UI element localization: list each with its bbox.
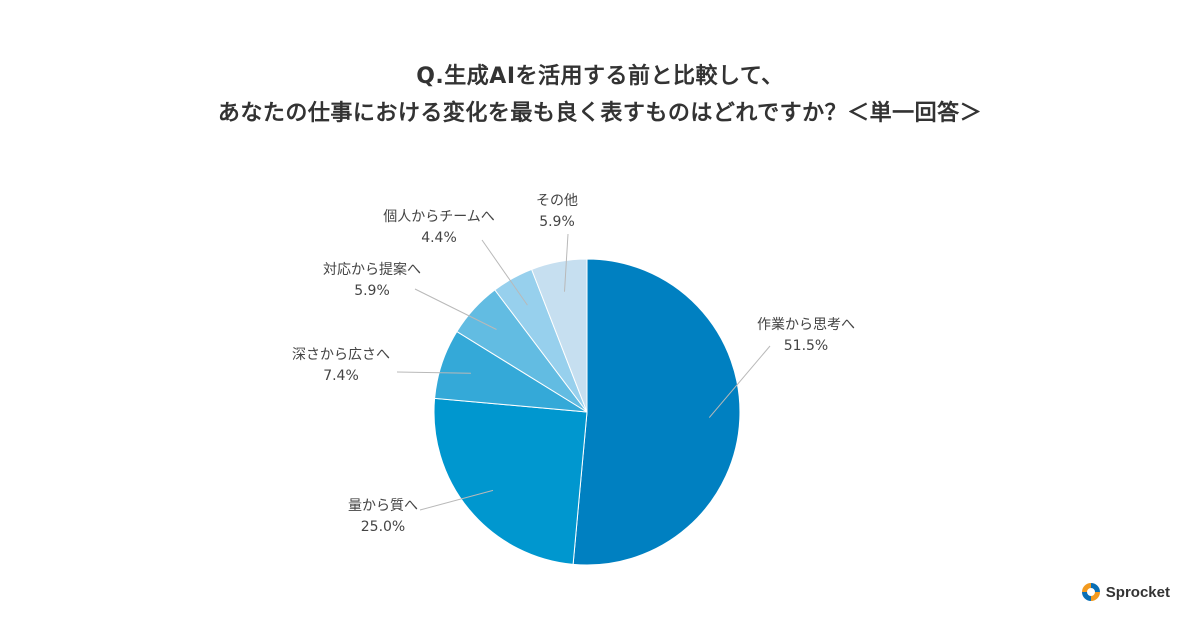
slice-label-1: 量から質へ <box>348 498 418 514</box>
slice-label-2: 深さから広さへ <box>292 347 390 363</box>
pie-slice-1 <box>433 397 588 565</box>
leader-line-1 <box>419 489 494 511</box>
pie-leader-lines <box>396 233 771 511</box>
sprocket-logo: Sprocket <box>1080 581 1170 603</box>
slice-value-label-2: 7.4% <box>323 368 359 384</box>
pie-slice-5 <box>530 258 588 413</box>
sprocket-logo-icon <box>1081 583 1100 601</box>
leader-line-4 <box>481 239 528 306</box>
slice-label-5: その他 <box>536 193 578 209</box>
pie-slices <box>433 258 741 566</box>
sprocket-logo-text: Sprocket <box>1105 583 1170 601</box>
leader-line-3 <box>414 288 497 330</box>
slice-label-3: 対応から提案へ <box>323 261 421 278</box>
chart-title-line-2: あなたの仕事における変化を最も良く表すものはどれですか？＜単一回答＞ <box>217 101 983 126</box>
slice-value-label-4: 4.4% <box>421 230 457 246</box>
leader-line-2 <box>396 371 471 374</box>
slice-label-4: 個人からチームへ <box>383 209 495 225</box>
slice-value-label-3: 5.9% <box>354 283 390 299</box>
slice-value-label-5: 5.9% <box>539 214 575 230</box>
slice-label-0: 作業から思考へ <box>757 317 855 333</box>
pie-slice-0 <box>572 258 741 566</box>
pie-labels: 作業から思考へ 51.5% 量から質へ 25.0% 深さから広さへ 7.4% 対応から提案へ… <box>292 193 855 535</box>
slice-value-label-0: 51.5% <box>784 338 828 354</box>
slice-value-label-1: 25.0% <box>361 519 405 535</box>
leader-line-5 <box>564 233 569 292</box>
chart-title: Q.生成AIを活用する前と比較して、 あなたの仕事における変化を最も良く表すもの… <box>0 58 1200 132</box>
leader-line-0 <box>708 345 771 418</box>
chart-title-line-1: Q.生成AIを活用する前と比較して、 <box>416 64 784 89</box>
